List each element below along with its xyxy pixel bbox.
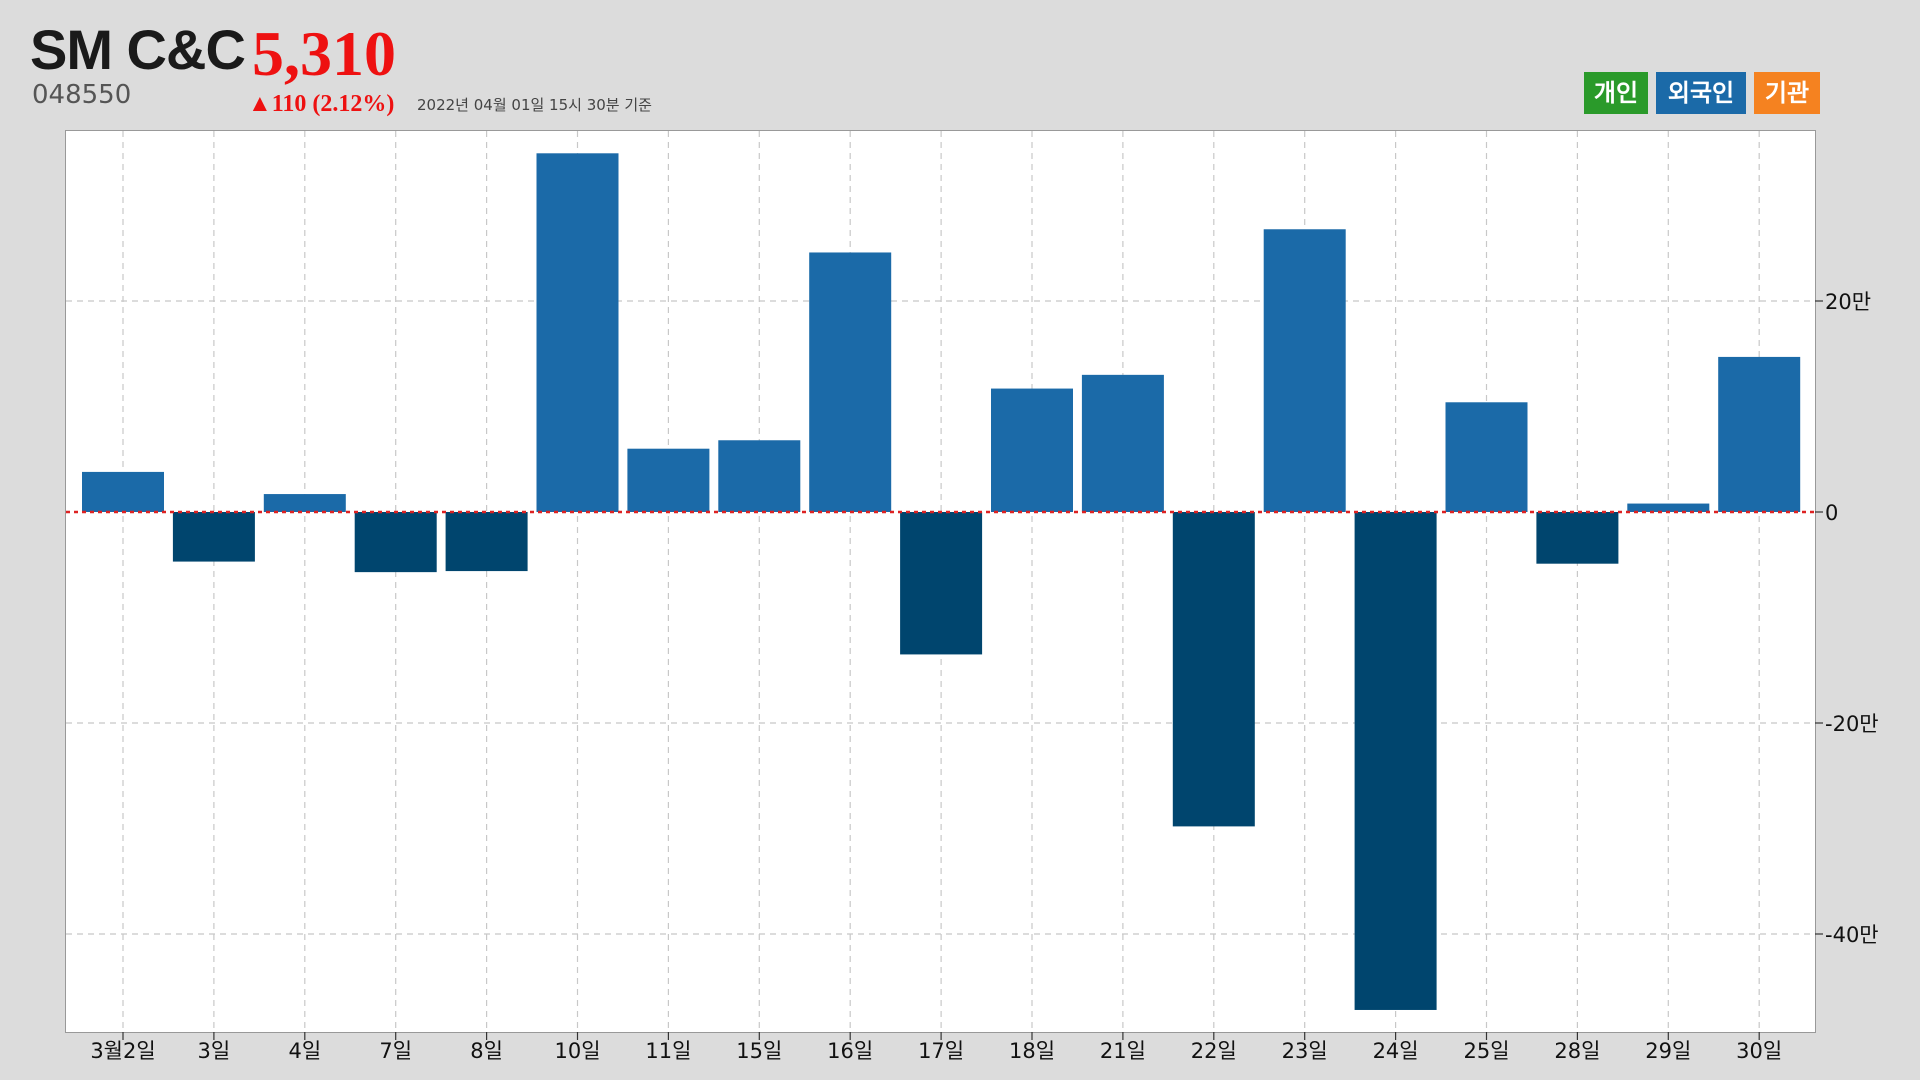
- x-tick-label: 15일: [736, 1039, 782, 1063]
- x-tick-label: 22일: [1191, 1039, 1237, 1063]
- bar: [1536, 512, 1619, 564]
- x-tick-label: 21일: [1100, 1039, 1146, 1063]
- y-tick-label: 0: [1825, 501, 1838, 525]
- bar: [1081, 374, 1164, 512]
- stock-price: 5,310: [252, 18, 396, 89]
- bar: [1627, 503, 1710, 512]
- legend-individual-button[interactable]: 개인: [1584, 72, 1648, 114]
- bar: [82, 471, 164, 512]
- x-tick-label: 17일: [918, 1039, 964, 1063]
- bar: [627, 448, 710, 512]
- x-tick-label: 16일: [827, 1039, 873, 1063]
- bar: [354, 512, 437, 573]
- x-tick-label: 8일: [470, 1039, 503, 1063]
- x-tick-label: 23일: [1282, 1039, 1328, 1063]
- bar: [1718, 356, 1801, 512]
- bar: [991, 388, 1073, 512]
- bar: [718, 440, 801, 512]
- stock-code: 048550: [32, 80, 132, 110]
- header: SM C&C 5,310 048550 ▲110 (2.12%) 2022년 0…: [0, 0, 1920, 130]
- price-change: ▲110 (2.12%): [248, 91, 395, 117]
- x-tick-label: 3월2일: [90, 1039, 155, 1063]
- bar: [1445, 402, 1528, 512]
- x-tick-label: 24일: [1373, 1039, 1419, 1063]
- bar: [445, 512, 528, 572]
- x-tick-label: 10일: [554, 1039, 600, 1063]
- legend-institution-button[interactable]: 기관: [1754, 72, 1820, 114]
- legend-foreigner-button[interactable]: 외국인: [1656, 72, 1746, 114]
- bar: [536, 153, 619, 513]
- y-tick-label: -40만: [1825, 923, 1879, 947]
- bar: [172, 512, 255, 562]
- x-tick-label: 28일: [1554, 1039, 1600, 1063]
- x-tick-label: 4일: [288, 1039, 321, 1063]
- x-tick-label: 3일: [198, 1039, 231, 1063]
- bar: [1172, 512, 1255, 827]
- stock-name: SM C&C: [30, 18, 246, 81]
- bar: [1263, 229, 1346, 512]
- timestamp: 2022년 04월 01일 15시 30분 기준: [417, 96, 652, 114]
- x-tick-label: 18일: [1009, 1039, 1055, 1063]
- x-tick-label: 7일: [379, 1039, 412, 1063]
- bar: [1354, 512, 1437, 1010]
- x-tick-label: 25일: [1463, 1039, 1509, 1063]
- x-tick-label: 29일: [1645, 1039, 1691, 1063]
- bar: [900, 512, 983, 655]
- y-tick-label: 20만: [1825, 290, 1871, 314]
- bar: [809, 252, 892, 512]
- x-tick-label: 30일: [1736, 1039, 1782, 1063]
- x-tick-label: 11일: [645, 1039, 691, 1063]
- y-tick-label: -20만: [1825, 712, 1879, 736]
- bar: [263, 494, 346, 512]
